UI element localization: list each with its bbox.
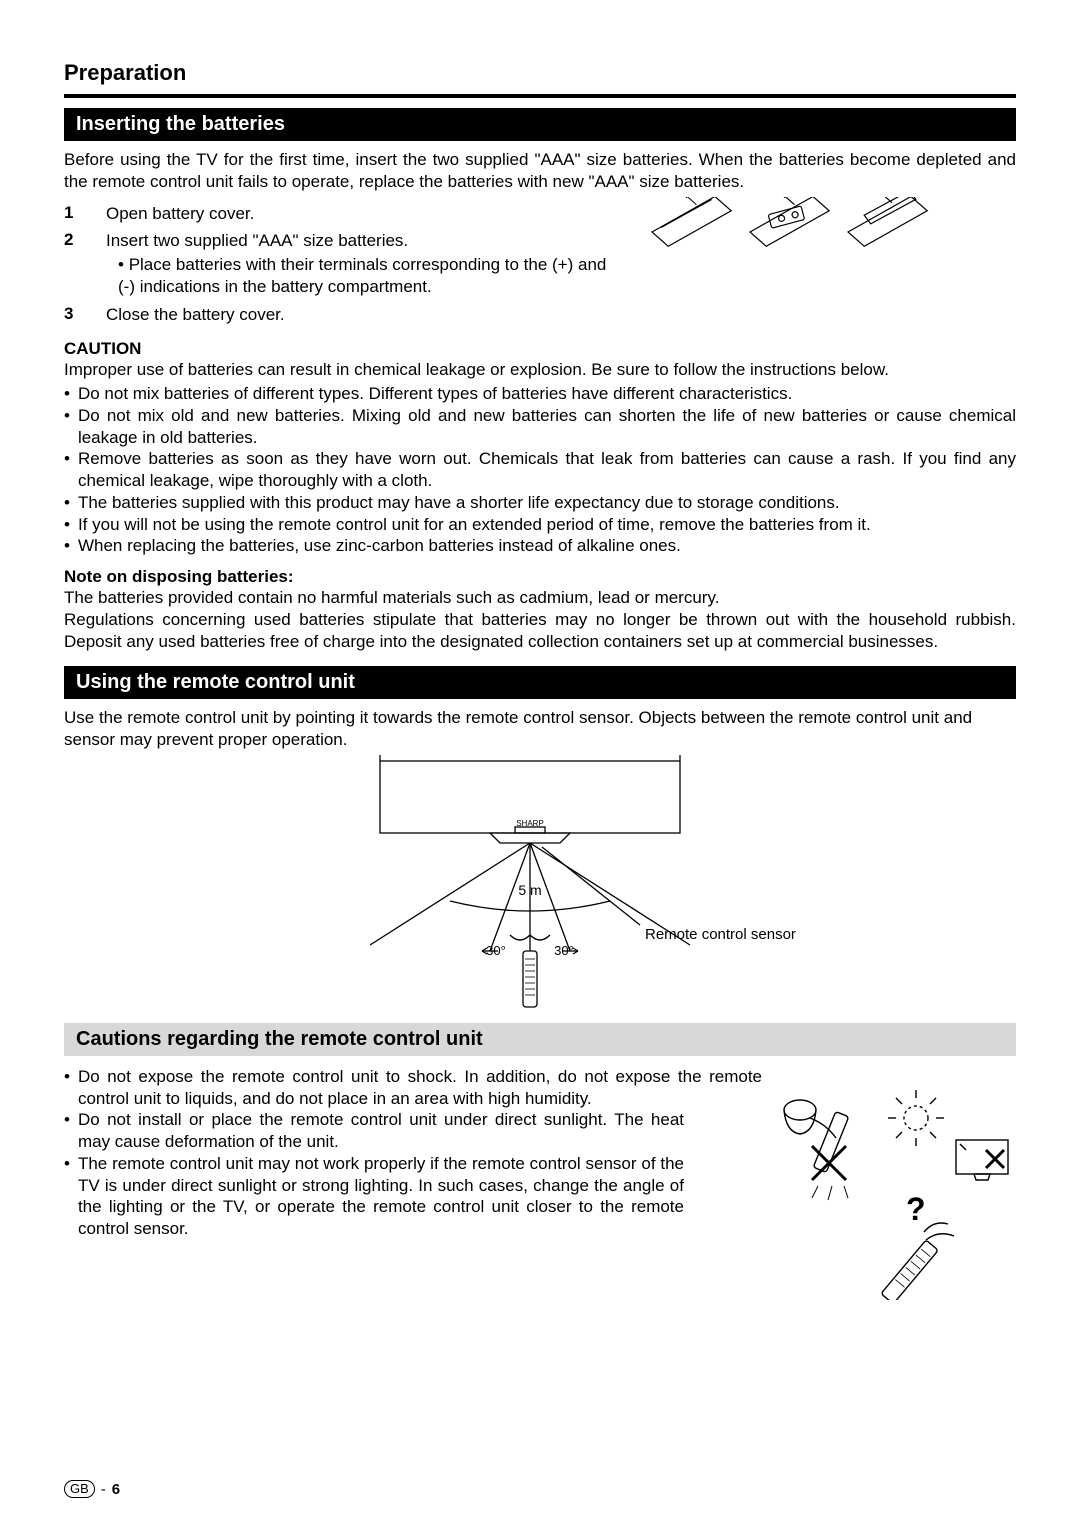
- caution-item: Remove batteries as soon as they have wo…: [78, 448, 1016, 492]
- battery-diagram-icon: [642, 197, 942, 277]
- caution-item: When replacing the batteries, use zinc-c…: [78, 535, 681, 557]
- step-text: Close the battery cover.: [106, 304, 285, 326]
- step-text: Open battery cover.: [106, 203, 254, 225]
- page-footer: GB - 6: [64, 1480, 120, 1498]
- step-subitem: Place batteries with their terminals cor…: [118, 254, 624, 298]
- page-title: Preparation: [64, 60, 1016, 86]
- caution-label: CAUTION: [64, 339, 1016, 359]
- cautions-item: The remote control unit may not work pro…: [78, 1153, 684, 1240]
- note-line: The batteries provided contain no harmfu…: [64, 587, 1016, 609]
- remote-caution-diagram-icon: ?: [776, 1090, 1016, 1300]
- divider-rule: [64, 94, 1016, 98]
- note-body: Regulations concerning used batteries st…: [64, 609, 1016, 653]
- section-header-batteries: Inserting the batteries: [64, 108, 1016, 141]
- caution-item: The batteries supplied with this product…: [78, 492, 840, 514]
- section-header-cautions: Cautions regarding the remote control un…: [64, 1023, 1016, 1056]
- note-label: Note on disposing batteries:: [64, 567, 1016, 587]
- remote-intro: Use the remote control unit by pointing …: [64, 707, 1016, 751]
- cautions-item: Do not expose the remote control unit to…: [78, 1066, 762, 1110]
- steps-list: 1 Open battery cover. 2 Insert two suppl…: [64, 203, 624, 326]
- cautions-bullets: Do not expose the remote control unit to…: [64, 1066, 762, 1240]
- step-number: 2: [64, 230, 80, 297]
- page-number: 6: [112, 1481, 120, 1498]
- distance-label: 5 m: [518, 882, 541, 898]
- caution-bullets: Do not mix batteries of different types.…: [64, 383, 1016, 557]
- angle-right-label: 30°: [554, 943, 574, 958]
- angle-left-label: 30°: [486, 943, 506, 958]
- step-text: Insert two supplied "AAA" size batteries…: [106, 231, 408, 250]
- section-header-remote: Using the remote control unit: [64, 666, 1016, 699]
- caution-item: If you will not be using the remote cont…: [78, 514, 871, 536]
- svg-text:?: ?: [906, 1191, 926, 1227]
- step-number: 3: [64, 304, 80, 326]
- caution-item: Do not mix old and new batteries. Mixing…: [78, 405, 1016, 449]
- batteries-intro: Before using the TV for the first time, …: [64, 149, 1016, 193]
- step-number: 1: [64, 203, 80, 225]
- remote-range-diagram-icon: SHARP: [280, 755, 800, 1015]
- region-badge: GB: [64, 1480, 95, 1498]
- svg-text:SHARP: SHARP: [516, 819, 544, 828]
- sensor-label: Remote control sensor: [645, 926, 796, 943]
- cautions-item: Do not install or place the remote contr…: [78, 1109, 684, 1153]
- caution-intro: Improper use of batteries can result in …: [64, 359, 1016, 381]
- caution-item: Do not mix batteries of different types.…: [78, 383, 792, 405]
